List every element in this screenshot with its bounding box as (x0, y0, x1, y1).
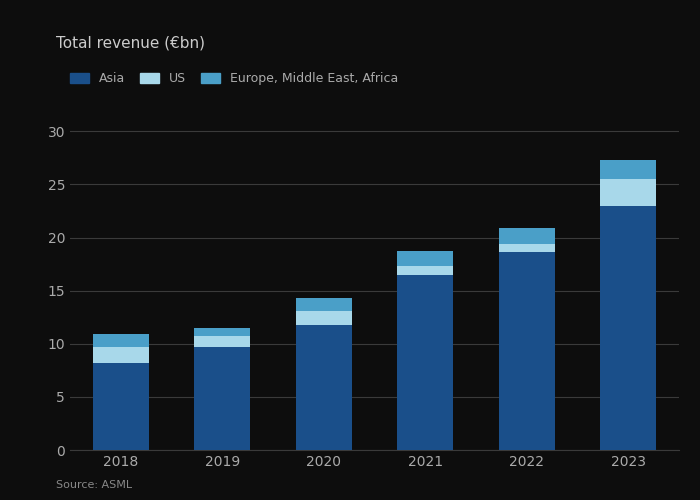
Bar (93, 347, 148, 363)
Bar (499, 228, 554, 244)
Bar (601, 160, 656, 179)
Bar (195, 347, 250, 450)
Bar (93, 334, 148, 347)
Bar (398, 252, 453, 266)
Bar (93, 363, 148, 450)
Bar (398, 274, 453, 450)
Text: Total revenue (€bn): Total revenue (€bn) (56, 35, 205, 50)
Bar (398, 266, 453, 274)
Bar (195, 328, 250, 336)
Bar (296, 324, 351, 450)
Bar (296, 298, 351, 311)
Bar (601, 206, 656, 450)
Bar (499, 252, 554, 450)
Bar (499, 244, 554, 252)
Bar (601, 179, 656, 206)
Bar (296, 311, 351, 324)
Legend: Asia, US, Europe, Middle East, Africa: Asia, US, Europe, Middle East, Africa (70, 72, 398, 85)
Bar (195, 336, 250, 347)
Text: Source: ASML: Source: ASML (56, 480, 132, 490)
